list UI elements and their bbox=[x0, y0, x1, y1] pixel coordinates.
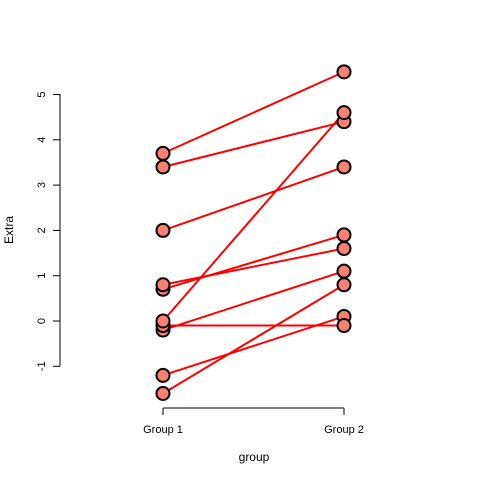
pair-line-2 bbox=[162, 283, 345, 395]
y-tick-label: 5 bbox=[36, 91, 48, 97]
data-point-10-group1 bbox=[155, 222, 171, 238]
data-point-4-group1 bbox=[155, 367, 171, 383]
data-point-7-group2 bbox=[336, 64, 352, 80]
x-axis: Group 1 Group 2 bbox=[143, 407, 364, 436]
data-point-6-group1 bbox=[155, 159, 171, 175]
pair-line-7 bbox=[162, 70, 345, 155]
y-tick-label: 4 bbox=[36, 137, 48, 143]
y-ticks: -1 0 1 2 3 4 5 bbox=[36, 91, 60, 371]
data-point-8-group2 bbox=[336, 241, 352, 257]
data-point-9-group2 bbox=[336, 105, 352, 121]
y-axis: -1 0 1 2 3 4 5 bbox=[36, 91, 61, 371]
y-tick-label: 0 bbox=[36, 318, 48, 324]
y-tick-label: 1 bbox=[36, 273, 48, 279]
pair-line-8 bbox=[162, 247, 345, 286]
x-tick-label: Group 2 bbox=[324, 424, 364, 436]
x-ticks: Group 1 Group 2 bbox=[143, 408, 364, 436]
pair-line-3 bbox=[162, 270, 345, 332]
x-axis-title: group bbox=[239, 450, 270, 464]
data-point-5-group2 bbox=[336, 318, 352, 334]
y-tick-label: 2 bbox=[36, 227, 48, 233]
pair-line-1 bbox=[162, 233, 345, 291]
data-point-9-group1 bbox=[155, 313, 171, 329]
pair-line-9 bbox=[162, 111, 345, 322]
data-point-1-group2 bbox=[336, 227, 352, 243]
series-lines bbox=[162, 70, 345, 395]
x-tick-label: Group 1 bbox=[143, 424, 183, 436]
data-point-3-group2 bbox=[336, 263, 352, 279]
pair-line-6 bbox=[162, 120, 345, 168]
data-point-8-group1 bbox=[155, 277, 171, 293]
y-tick-label: 3 bbox=[36, 182, 48, 188]
data-point-10-group2 bbox=[336, 159, 352, 175]
data-point-7-group1 bbox=[155, 145, 171, 161]
y-tick-label: -1 bbox=[36, 361, 48, 371]
data-point-2-group1 bbox=[155, 385, 171, 401]
data-point-2-group2 bbox=[336, 277, 352, 293]
y-axis-title: Extra bbox=[2, 216, 16, 244]
series-points bbox=[155, 64, 352, 401]
pair-line-10 bbox=[162, 166, 345, 232]
